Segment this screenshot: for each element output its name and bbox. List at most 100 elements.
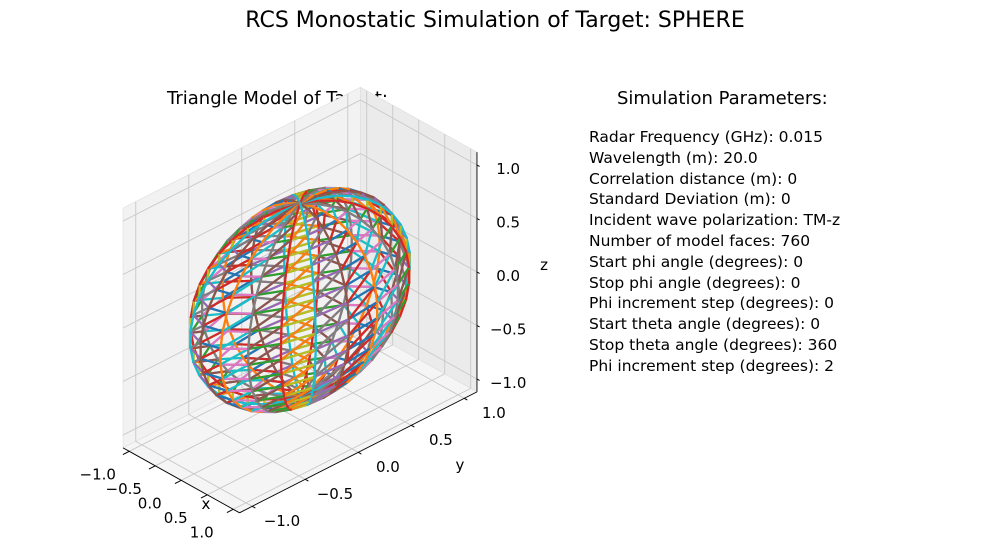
mesh-edge <box>279 348 317 361</box>
mesh-edge <box>219 330 251 350</box>
mesh-edge <box>283 255 321 268</box>
mesh-edge <box>345 210 349 232</box>
mesh-edge <box>257 328 266 347</box>
mesh-edge <box>312 322 340 329</box>
mesh-edge <box>313 362 346 378</box>
mesh-edge <box>202 371 210 387</box>
param-line: Stop theta angle (degrees): 360 <box>589 335 838 354</box>
mesh-edge <box>369 332 377 350</box>
y-tick-label: 0.5 <box>429 431 453 449</box>
mesh-edge <box>251 390 258 402</box>
mesh-edge <box>215 270 228 291</box>
mesh-edge <box>317 194 337 200</box>
mesh-edge <box>207 384 229 392</box>
mesh-edge <box>189 341 202 349</box>
mesh-edge <box>314 301 349 318</box>
mesh-edge <box>240 399 258 409</box>
mesh-edge <box>314 348 317 366</box>
mesh-edge <box>199 357 222 366</box>
mesh-edge <box>347 301 379 321</box>
mesh-edge <box>255 275 263 297</box>
mesh-edge <box>255 289 286 297</box>
mesh-edge <box>260 257 270 278</box>
mesh-edge <box>189 346 202 360</box>
mesh-edge <box>251 224 269 241</box>
mesh-edge <box>225 294 258 315</box>
mesh-edge <box>247 342 283 351</box>
mesh-edge <box>215 394 235 402</box>
mesh-edge <box>262 333 290 347</box>
mesh-edge <box>192 361 205 374</box>
mesh-edge <box>343 349 349 365</box>
mesh-edge <box>314 318 350 335</box>
mesh-edge <box>335 210 348 222</box>
x-tick-label: 0.0 <box>138 494 162 512</box>
mesh-edge <box>308 227 325 251</box>
z-tick <box>476 218 480 221</box>
mesh-edge <box>306 227 325 237</box>
mesh-edge <box>317 267 352 275</box>
mesh-edge <box>207 358 219 375</box>
mesh-edge <box>251 372 283 393</box>
mesh-edge <box>394 299 399 318</box>
mesh-edge <box>346 189 363 194</box>
mesh-edge <box>192 344 212 350</box>
param-line: Incident wave polarization: TM-z <box>589 211 841 230</box>
param-line: Correlation distance (m): 0 <box>589 169 798 188</box>
mesh-edge <box>192 357 202 364</box>
mesh-edge <box>237 238 254 257</box>
mesh-edge <box>267 241 277 261</box>
mesh-edge <box>225 378 251 392</box>
mesh-edge <box>207 377 224 387</box>
mesh-edge <box>390 225 402 240</box>
mesh-edge <box>317 224 321 242</box>
mesh-edge <box>207 370 229 375</box>
mesh-edge <box>310 343 326 359</box>
mesh-edge <box>373 317 379 335</box>
mesh-edge <box>310 239 332 267</box>
mesh-edge <box>262 378 286 384</box>
mesh-edge <box>254 312 261 331</box>
mesh-edge <box>207 293 235 309</box>
mesh-edge <box>373 315 397 335</box>
mesh-edge <box>267 205 285 213</box>
param-line: Radar Frequency (GHz): 0.015 <box>589 128 823 146</box>
mesh-edge <box>312 362 346 389</box>
mesh-edge <box>219 347 250 366</box>
mesh-edge <box>248 312 254 333</box>
mesh-edge <box>247 363 251 381</box>
param-line: Number of model faces: 760 <box>589 231 811 250</box>
mesh-edge <box>316 290 345 306</box>
mesh-edge <box>363 239 384 257</box>
axis-panes <box>122 86 478 514</box>
mesh-edge <box>231 226 249 241</box>
mesh-edge <box>312 375 316 389</box>
mesh-edge <box>198 267 210 286</box>
mesh-edge <box>314 216 325 230</box>
mesh-edge <box>189 346 195 364</box>
mesh-edge <box>287 233 309 257</box>
mesh-edge <box>246 215 266 229</box>
mesh-edge <box>379 204 393 228</box>
axis-tick-labels: −1.0−0.50.00.51.0−1.0−0.50.00.51.0−1.0−0… <box>80 160 549 541</box>
mesh-edge <box>388 225 393 256</box>
mesh-edge <box>280 298 316 328</box>
mesh-edge <box>274 238 292 244</box>
mesh-edge <box>231 233 249 250</box>
mesh-edge <box>334 253 343 272</box>
mesh-edge <box>394 250 408 270</box>
mesh-edge <box>347 285 377 321</box>
mesh-edge <box>369 253 391 272</box>
mesh-edge <box>247 325 283 351</box>
mesh-edge <box>251 307 284 315</box>
mesh-edge <box>363 227 374 257</box>
mesh-edge <box>225 293 235 315</box>
mesh-edge <box>317 255 352 270</box>
mesh-edge <box>248 325 283 333</box>
grid-line <box>207 373 445 496</box>
mesh-edge <box>339 254 366 272</box>
mesh-edge <box>279 332 317 361</box>
mesh-edge <box>322 218 338 230</box>
mesh-edge <box>287 333 313 346</box>
mesh-edge <box>366 198 382 207</box>
